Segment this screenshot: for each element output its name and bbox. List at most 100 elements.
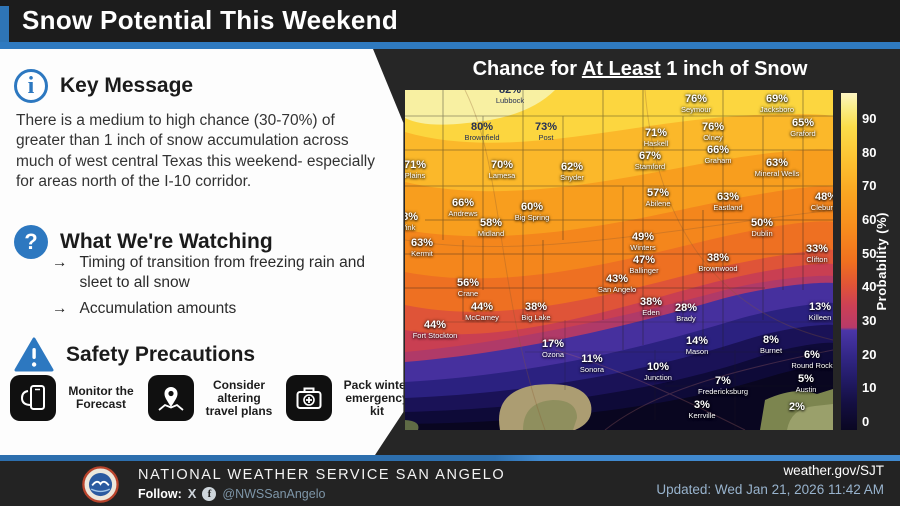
safety-section-header: Safety Precautions	[14, 337, 255, 373]
map-label-olney: 76% Olney	[701, 121, 725, 143]
map-title-prefix: Chance for	[472, 58, 582, 80]
map-label-brady: 28% Brady	[674, 302, 698, 324]
map-label-junction: 10% Junction	[644, 361, 672, 383]
map-label-winters: 49% Winters	[630, 231, 656, 253]
map-label-kermit: 63% Kermit	[410, 237, 434, 259]
map-label-midland: 58% Midland	[477, 217, 505, 239]
warning-triangle-icon	[14, 337, 54, 373]
info-icon-glyph: i	[27, 72, 35, 99]
follow-label: Follow:	[138, 486, 182, 501]
page-title: Snow Potential This Weekend	[22, 5, 399, 35]
safety-item-label: Consider altering travel plans	[205, 377, 273, 418]
colorbar-tick: 50	[862, 246, 877, 261]
watching-bullet-text: Timing of transition from freezing rain …	[79, 254, 365, 292]
map-label-big-lake: 38% Big Lake	[521, 301, 551, 323]
first-aid-kit-icon	[286, 375, 332, 421]
footer-follow: Follow: X f @NWSSanAngelo	[138, 486, 325, 501]
social-handle[interactable]: @NWSSanAngelo	[222, 486, 326, 501]
colorbar-tick: 20	[862, 347, 877, 362]
map-label-graham: 66% Graham	[704, 144, 732, 166]
probability-gradient-field	[405, 90, 833, 430]
map-label-stamford: 67% Stamford	[634, 150, 666, 172]
map-label-2-: 2%	[789, 401, 805, 413]
colorbar-axis-label-text: Probability (%)	[873, 212, 889, 311]
colorbar-tick: 30	[862, 313, 877, 328]
map-label-wink: 58%Wink	[405, 211, 419, 233]
map-label-killeen: 13% Killeen	[808, 301, 832, 323]
x-twitter-icon[interactable]: X	[187, 486, 197, 501]
watching-bullet-text: Accumulation amounts	[79, 300, 237, 318]
colorbar-tick: 10	[862, 380, 877, 395]
map-label-eastland: 63% Eastland	[713, 191, 743, 213]
map-label-mason: 14% Mason	[685, 335, 709, 357]
map-label-dublin: 50% Dublin	[750, 217, 774, 239]
watching-bullet-list: → Timing of transition from freezing rai…	[52, 253, 382, 325]
watching-heading: What We're Watching	[60, 230, 273, 253]
map-label-mccamey: 44% McCamey	[465, 301, 499, 323]
colorbar-ticks: 90 80 70 60 50 40 30 20 10 0	[862, 93, 888, 430]
phone-icon	[10, 375, 56, 421]
map-label-graford: 65% Graford	[790, 117, 816, 139]
map-label-cleburne: 48%Cleburne	[810, 191, 833, 213]
map-label-round-rock: 6% Round Rock	[791, 349, 833, 371]
map-label-brownfield: 80% Brownfield	[464, 121, 500, 143]
key-message-body: There is a medium to high chance (30-70%…	[16, 112, 375, 191]
map-label-crane: 56% Crane	[456, 277, 480, 299]
safety-items-row: Monitor the Forecast Consider altering t…	[10, 375, 403, 421]
question-icon: ?	[14, 225, 48, 259]
colorbar-tick: 60	[862, 212, 877, 227]
map-label-mineral-wells: 63% Mineral Wells	[754, 157, 800, 179]
map-label-clifton: 33% Clifton	[805, 243, 829, 265]
header-bar: Snow Potential This Weekend	[0, 0, 900, 42]
footer-updated-timestamp: Updated: Wed Jan 21, 2026 11:42 AM	[656, 482, 884, 497]
map-label-seymour: 76% Seymour	[680, 93, 712, 115]
safety-heading: Safety Precautions	[66, 343, 256, 366]
colorbar-tick: 0	[862, 414, 870, 429]
header-accent-bar	[0, 6, 9, 42]
map-label-burnet: 8% Burnet	[759, 334, 783, 356]
safety-item-monitor: Monitor the Forecast	[10, 375, 140, 421]
map-label-lamesa: 70% Lamesa	[488, 159, 516, 181]
map-title: Chance for At Least 1 inch of Snow	[405, 58, 875, 81]
colorbar-tick: 90	[862, 111, 877, 126]
left-panel: i Key Message There is a medium to high …	[0, 49, 404, 455]
facebook-icon[interactable]: f	[202, 486, 217, 501]
snow-probability-map[interactable]: 82% Lubbock 80% Brownfield 73% Post 76% Seymour…	[405, 90, 833, 430]
map-label-snyder: 62% Snyder	[560, 161, 584, 183]
watching-bullet: → Accumulation amounts	[52, 299, 382, 319]
map-label-jacksboro: 69% Jacksboro	[759, 93, 795, 115]
map-pin-icon	[148, 375, 194, 421]
safety-item-label: Pack winter emergency kit	[343, 377, 411, 418]
map-label-haskell: 71% Haskell	[643, 127, 669, 149]
footer-divider	[0, 455, 900, 461]
map-label-kerrville: 3% Kerrville	[688, 399, 716, 421]
footer-org-name: NATIONAL WEATHER SERVICE SAN ANGELO	[138, 467, 506, 483]
map-label-fort-stockton: 44% Fort Stockton	[412, 319, 458, 341]
map-label-san-angelo: 43% San Angelo	[597, 273, 637, 295]
map-label-ballinger: 47% Ballinger	[629, 254, 659, 276]
map-label-big-spring: 60% Big Spring	[514, 201, 550, 223]
colorbar-tick: 70	[862, 178, 877, 193]
probability-colorbar	[841, 93, 857, 430]
map-label-ozona: 17% Ozona	[541, 338, 565, 360]
map-label-brownwood: 38% Brownwood	[698, 252, 738, 274]
colorbar-tick: 80	[862, 145, 877, 160]
colorbar-axis-label: Probability (%)	[872, 93, 890, 430]
top-divider	[0, 42, 900, 49]
map-title-suffix: 1 inch of Snow	[660, 58, 808, 80]
map-label-post: 73% Post	[534, 121, 558, 143]
map-label-abilene: 57% Abilene	[645, 187, 671, 209]
arrow-bullet-icon: →	[52, 254, 68, 271]
map-label-sonora: 11% Sonora	[579, 353, 605, 375]
map-label-andrews: 66% Andrews	[448, 197, 478, 219]
info-icon: i	[14, 69, 48, 103]
watching-section-header: ? What We're Watching	[14, 225, 273, 259]
map-label-fredericksburg: 7% Fredericksburg	[697, 375, 749, 397]
safety-item-travel: Consider altering travel plans	[148, 375, 278, 421]
map-label-eden: 38% Eden	[639, 296, 663, 318]
map-title-underlined: At Least	[581, 58, 661, 80]
safety-item-label: Monitor the Forecast	[68, 384, 134, 411]
key-message-heading: Key Message	[60, 74, 194, 97]
footer-url[interactable]: weather.gov/SJT	[783, 463, 884, 478]
